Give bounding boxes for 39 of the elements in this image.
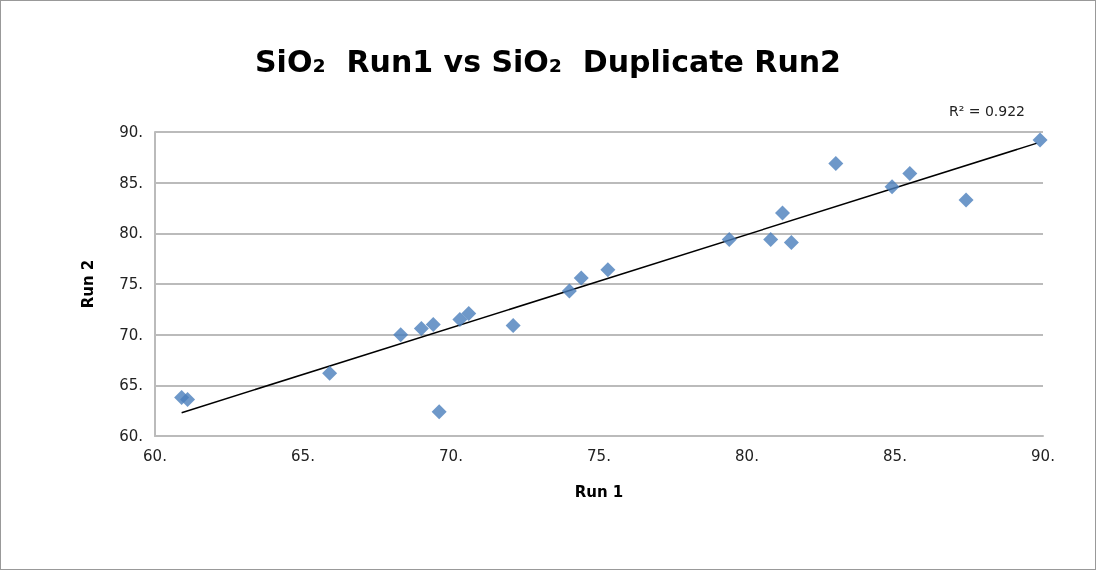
x-tick-label: 75. [587,446,611,465]
point [413,321,429,337]
point [425,317,441,333]
point [775,205,791,221]
point [958,192,974,208]
y-tick-label: 85. [119,173,143,192]
x-tick-label: 70. [439,446,463,465]
point [902,166,918,182]
point [600,262,616,278]
x-tick-label: 85. [883,446,907,465]
point [452,311,468,327]
y-tick-label: 70. [119,325,143,344]
point [884,179,900,195]
point [783,234,799,250]
x-tick-label: 90. [1031,446,1055,465]
x-tick-label: 65. [291,446,315,465]
y-tick-label: 75. [119,275,143,293]
point [561,283,577,299]
text: R² = 0.922 [948,103,1026,119]
point [828,155,844,171]
y-tick-label: 90. [119,123,143,141]
y-tick-label: 60. [119,427,143,445]
y-tick-label: 80. [119,224,143,243]
point [573,270,589,286]
point [721,231,737,247]
point [393,327,409,343]
x-tick-label: 60. [143,446,167,465]
x-tick-label: 80. [735,446,759,465]
point [461,305,477,321]
point [763,231,779,247]
point [431,404,447,420]
chart-title: SiO₂ Run1 vs SiO₂ Duplicate Run2 [255,43,841,79]
point [1032,132,1048,148]
y-tick-label: 65. [119,376,143,395]
point [322,365,338,381]
y-axis-title: Run 2 [78,259,97,309]
x-axis-title: Run 1 [574,482,624,501]
point [505,318,521,334]
point [180,392,196,408]
